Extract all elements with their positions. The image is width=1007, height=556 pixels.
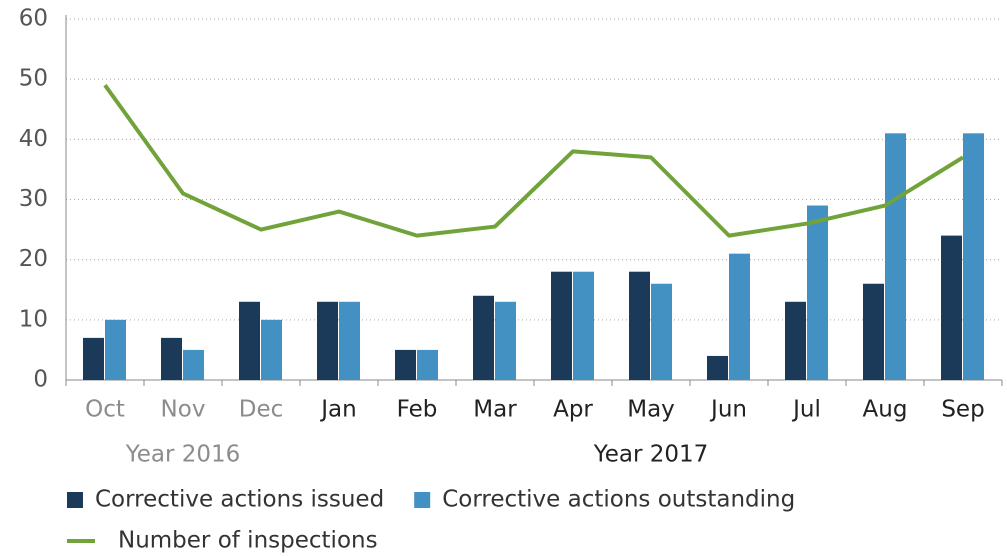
bar xyxy=(863,283,884,380)
bar xyxy=(339,301,360,380)
x-tick-label: Nov xyxy=(161,397,206,423)
x-tick-label: Jul xyxy=(791,397,821,423)
y-tick-label: 50 xyxy=(19,66,48,92)
bar xyxy=(417,349,438,380)
legend-swatch xyxy=(67,492,83,508)
y-tick-label: 20 xyxy=(19,246,48,272)
bar xyxy=(83,337,104,380)
x-tick-label: Jan xyxy=(319,397,356,423)
y-tick-label: 10 xyxy=(19,306,48,332)
bar xyxy=(651,283,672,380)
x-tick-label: Jun xyxy=(709,397,747,423)
x-tick-label: Mar xyxy=(473,397,517,423)
bar xyxy=(573,271,594,380)
legend-label: Corrective actions issued xyxy=(95,487,384,513)
legend-label: Corrective actions outstanding xyxy=(442,487,795,513)
bar xyxy=(963,133,984,380)
bar xyxy=(629,271,650,380)
legend-swatch xyxy=(414,492,431,508)
bar xyxy=(885,133,906,380)
x-tick-label: Dec xyxy=(239,397,284,423)
legend-label: Number of inspections xyxy=(118,528,378,554)
bar xyxy=(551,271,572,380)
x-tick-label: Sep xyxy=(941,397,984,423)
bar xyxy=(183,349,204,380)
bar xyxy=(495,301,516,380)
bar xyxy=(161,337,182,380)
x-tick-label: May xyxy=(627,397,675,423)
bar xyxy=(785,301,806,380)
line xyxy=(103,84,965,238)
y-tick-label: 0 xyxy=(33,367,48,393)
x-group-label: Year 2016 xyxy=(125,442,241,468)
y-tick-label: 30 xyxy=(19,186,48,212)
bar xyxy=(473,295,494,380)
x-tick-label: Aug xyxy=(863,397,908,423)
x-tick-label: Apr xyxy=(553,397,593,423)
y-tick-label: 40 xyxy=(19,126,48,152)
y-tick-label: 60 xyxy=(19,6,48,32)
bar xyxy=(807,205,828,380)
bar xyxy=(707,355,728,380)
bar xyxy=(941,235,962,380)
x-tick-label: Feb xyxy=(397,397,438,423)
bar xyxy=(729,253,750,380)
x-tick-label: Oct xyxy=(85,397,125,423)
bar xyxy=(395,349,416,380)
bar xyxy=(105,319,126,380)
bar xyxy=(239,301,260,380)
x-group-label: Year 2017 xyxy=(593,442,709,468)
bar xyxy=(317,301,338,380)
bar xyxy=(261,319,282,380)
